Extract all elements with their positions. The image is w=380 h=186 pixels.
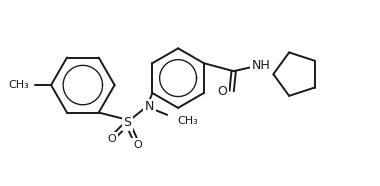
Text: NH: NH	[252, 59, 271, 72]
Text: S: S	[124, 116, 131, 129]
Text: CH₃: CH₃	[8, 80, 29, 90]
Text: O: O	[217, 84, 227, 97]
Text: N: N	[145, 100, 154, 113]
Text: O: O	[133, 140, 142, 150]
Text: CH₃: CH₃	[177, 116, 198, 126]
Text: O: O	[107, 134, 116, 144]
